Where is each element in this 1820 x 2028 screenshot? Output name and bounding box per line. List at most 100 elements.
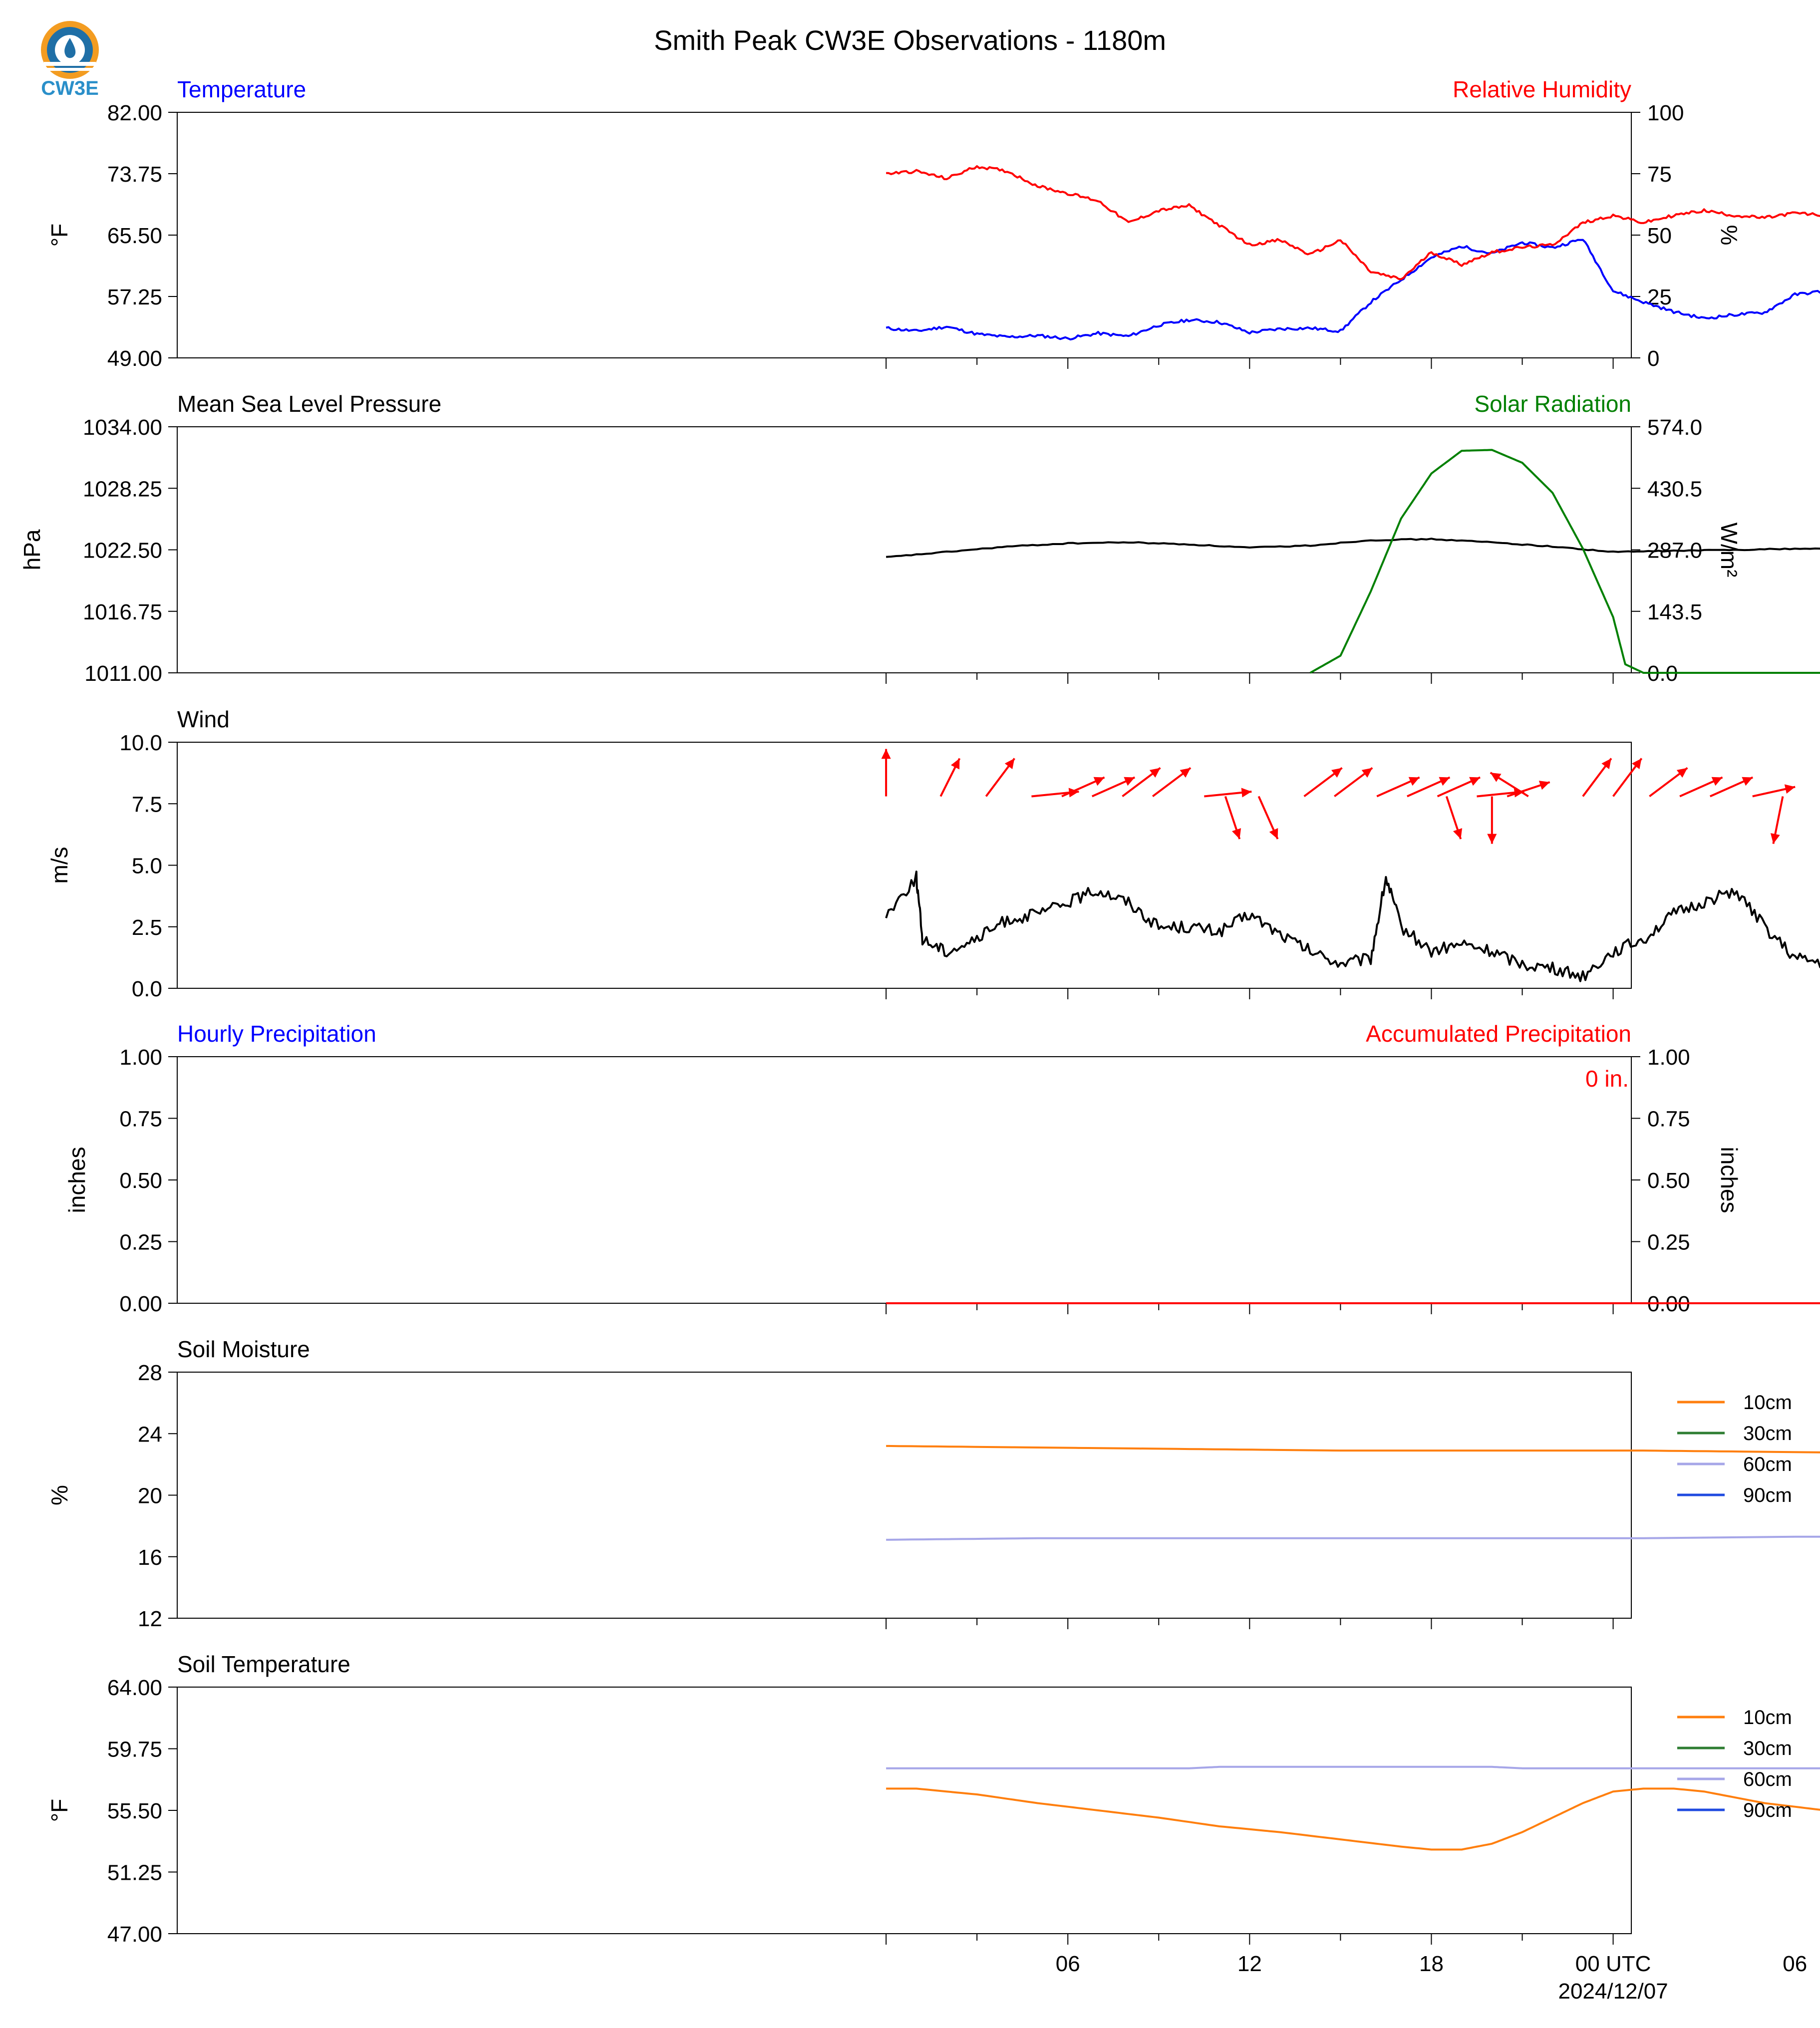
panel-frame (177, 426, 1632, 673)
wind-arrow (1061, 776, 1105, 798)
y-tick-label: 0.50 (119, 1168, 162, 1193)
figure-title: Smith Peak CW3E Observations - 1180m (654, 24, 1166, 56)
panel-right-title: Solar Radiation (1474, 391, 1631, 417)
wind-arrow (1582, 758, 1612, 797)
wind-arrow (1437, 776, 1481, 798)
y-tick-label-right: 0.75 (1647, 1107, 1690, 1132)
wind-arrow (1612, 758, 1643, 797)
y-tick-label: 1.00 (119, 1045, 162, 1070)
x-tick-label: 18 (1419, 1952, 1444, 1976)
legend-label: 90cm (1743, 1484, 1792, 1506)
x-tick-label: 06 (1056, 1952, 1080, 1976)
wind-arrow (1204, 788, 1252, 798)
y-axis-label: °F (46, 224, 72, 247)
precip-total-label: 0 in. (1585, 1066, 1629, 1092)
wind-arrow-head (1439, 777, 1450, 786)
series-line-10cm (886, 1445, 1820, 1453)
y-tick-label-right: 430.5 (1647, 477, 1702, 501)
y-tick-label: 1034.00 (83, 415, 162, 440)
y-tick-label: 59.75 (107, 1738, 162, 1762)
y-axis-label: m/s (46, 847, 72, 883)
series-line-60cm (886, 1535, 1820, 1541)
wind-arrow-head (1538, 781, 1550, 790)
wind-arrow-head (1487, 834, 1497, 844)
wind-arrow (1334, 767, 1373, 798)
wind-arrow (1752, 784, 1796, 798)
series-line-1 (886, 165, 1820, 281)
y-tick-label-right: 50 (1647, 224, 1672, 248)
panel-frame (177, 1687, 1632, 1934)
y-tick-label: 1028.25 (83, 477, 162, 501)
panel-right-title: Relative Humidity (1453, 76, 1631, 102)
x-tick-label: 00 UTC (1575, 1952, 1651, 1976)
y-tick-label: 0.0 (132, 977, 162, 1001)
wind-arrow (881, 749, 891, 797)
legend-label: 60cm (1743, 1453, 1792, 1475)
panel-3: 0.000.250.500.751.000.000.250.500.751.00… (64, 1021, 1820, 1316)
panel-0: 49.00 57.25 65.50 73.75 82.00 0 25 50 75 100 Tempe… (46, 76, 1820, 371)
panel-1: 1011.001016.751022.501028.251034.000.014… (19, 391, 1820, 686)
wind-arrow (1507, 781, 1550, 798)
series-line-10cm (886, 1787, 1820, 1851)
series-line-0 (886, 538, 1820, 558)
series-line-0 (885, 870, 1820, 982)
y-tick-label: 7.5 (132, 792, 162, 817)
wind-arrow (1770, 796, 1784, 844)
panel-frame (177, 112, 1632, 358)
panel-4: 12 16 20 24 28 Soil Moisture% 10cm 30cm 60cm 90cm (46, 1336, 1820, 1631)
y-tick-label: 57.25 (107, 285, 162, 309)
y-tick-label: 28 (138, 1361, 162, 1385)
wind-arrow-head (1770, 833, 1780, 844)
wind-arrow-head (1453, 828, 1463, 839)
wind-arrow-head (1241, 788, 1252, 798)
wind-arrow (1445, 796, 1463, 840)
wind-arrow-head (1124, 777, 1135, 786)
y-tick-label: 49.00 (107, 346, 162, 371)
wind-arrow-head (1149, 768, 1161, 778)
legend-label: 30cm (1743, 1738, 1792, 1759)
panel-frame (177, 1056, 1632, 1304)
y-axis-label: % (46, 1485, 72, 1505)
y-tick-label-right: 0 (1647, 346, 1659, 371)
y-tick-label: 0.00 (119, 1292, 162, 1316)
wind-arrow-head (1361, 768, 1373, 778)
wind-arrow (1122, 767, 1161, 798)
y-tick-label-right: 100 (1647, 101, 1684, 125)
legend-label: 10cm (1743, 1707, 1792, 1729)
x-tick-label: 06 (1783, 1952, 1807, 1976)
wind-arrow-head (950, 758, 960, 770)
panel-frame (177, 1372, 1632, 1619)
wind-arrow-head (1632, 758, 1642, 770)
y-tick-label-right: 0.50 (1647, 1168, 1690, 1193)
wind-arrow (985, 758, 1015, 797)
wind-arrow (1709, 776, 1754, 798)
y-tick-label-right: 0.25 (1647, 1230, 1690, 1255)
legend-label: 30cm (1743, 1423, 1792, 1445)
legend-label: 90cm (1743, 1799, 1792, 1821)
panel-left-title: Temperature (177, 76, 306, 102)
y-axis-label: inches (64, 1147, 90, 1213)
x-tick-label: 12 (1237, 1952, 1262, 1976)
wind-arrow (939, 758, 961, 797)
wind-arrow-head (1784, 784, 1796, 794)
wind-arrow (1490, 772, 1529, 798)
y-tick-label: 2.5 (132, 915, 162, 940)
panel-left-title: Soil Temperature (177, 1651, 350, 1677)
cw3e-logo: CW3E (30, 15, 110, 100)
wind-arrow-head (1490, 772, 1502, 782)
wind-arrow (1224, 796, 1241, 840)
wind-arrow (1679, 776, 1723, 798)
wind-arrow-head (1331, 768, 1342, 778)
panel-left-title: Mean Sea Level Pressure (177, 391, 441, 417)
y-tick-label: 73.75 (107, 162, 162, 187)
y-tick-label: 1022.50 (83, 539, 162, 563)
y-tick-label: 0.75 (119, 1107, 162, 1132)
wind-arrow-head (1004, 758, 1015, 770)
wind-arrow (1152, 767, 1192, 798)
wind-arrow-head (1408, 777, 1420, 786)
panel-right-title: Accumulated Precipitation (1366, 1021, 1631, 1047)
y-tick-label: 47.00 (107, 1922, 162, 1947)
wind-arrow-head (881, 749, 891, 759)
